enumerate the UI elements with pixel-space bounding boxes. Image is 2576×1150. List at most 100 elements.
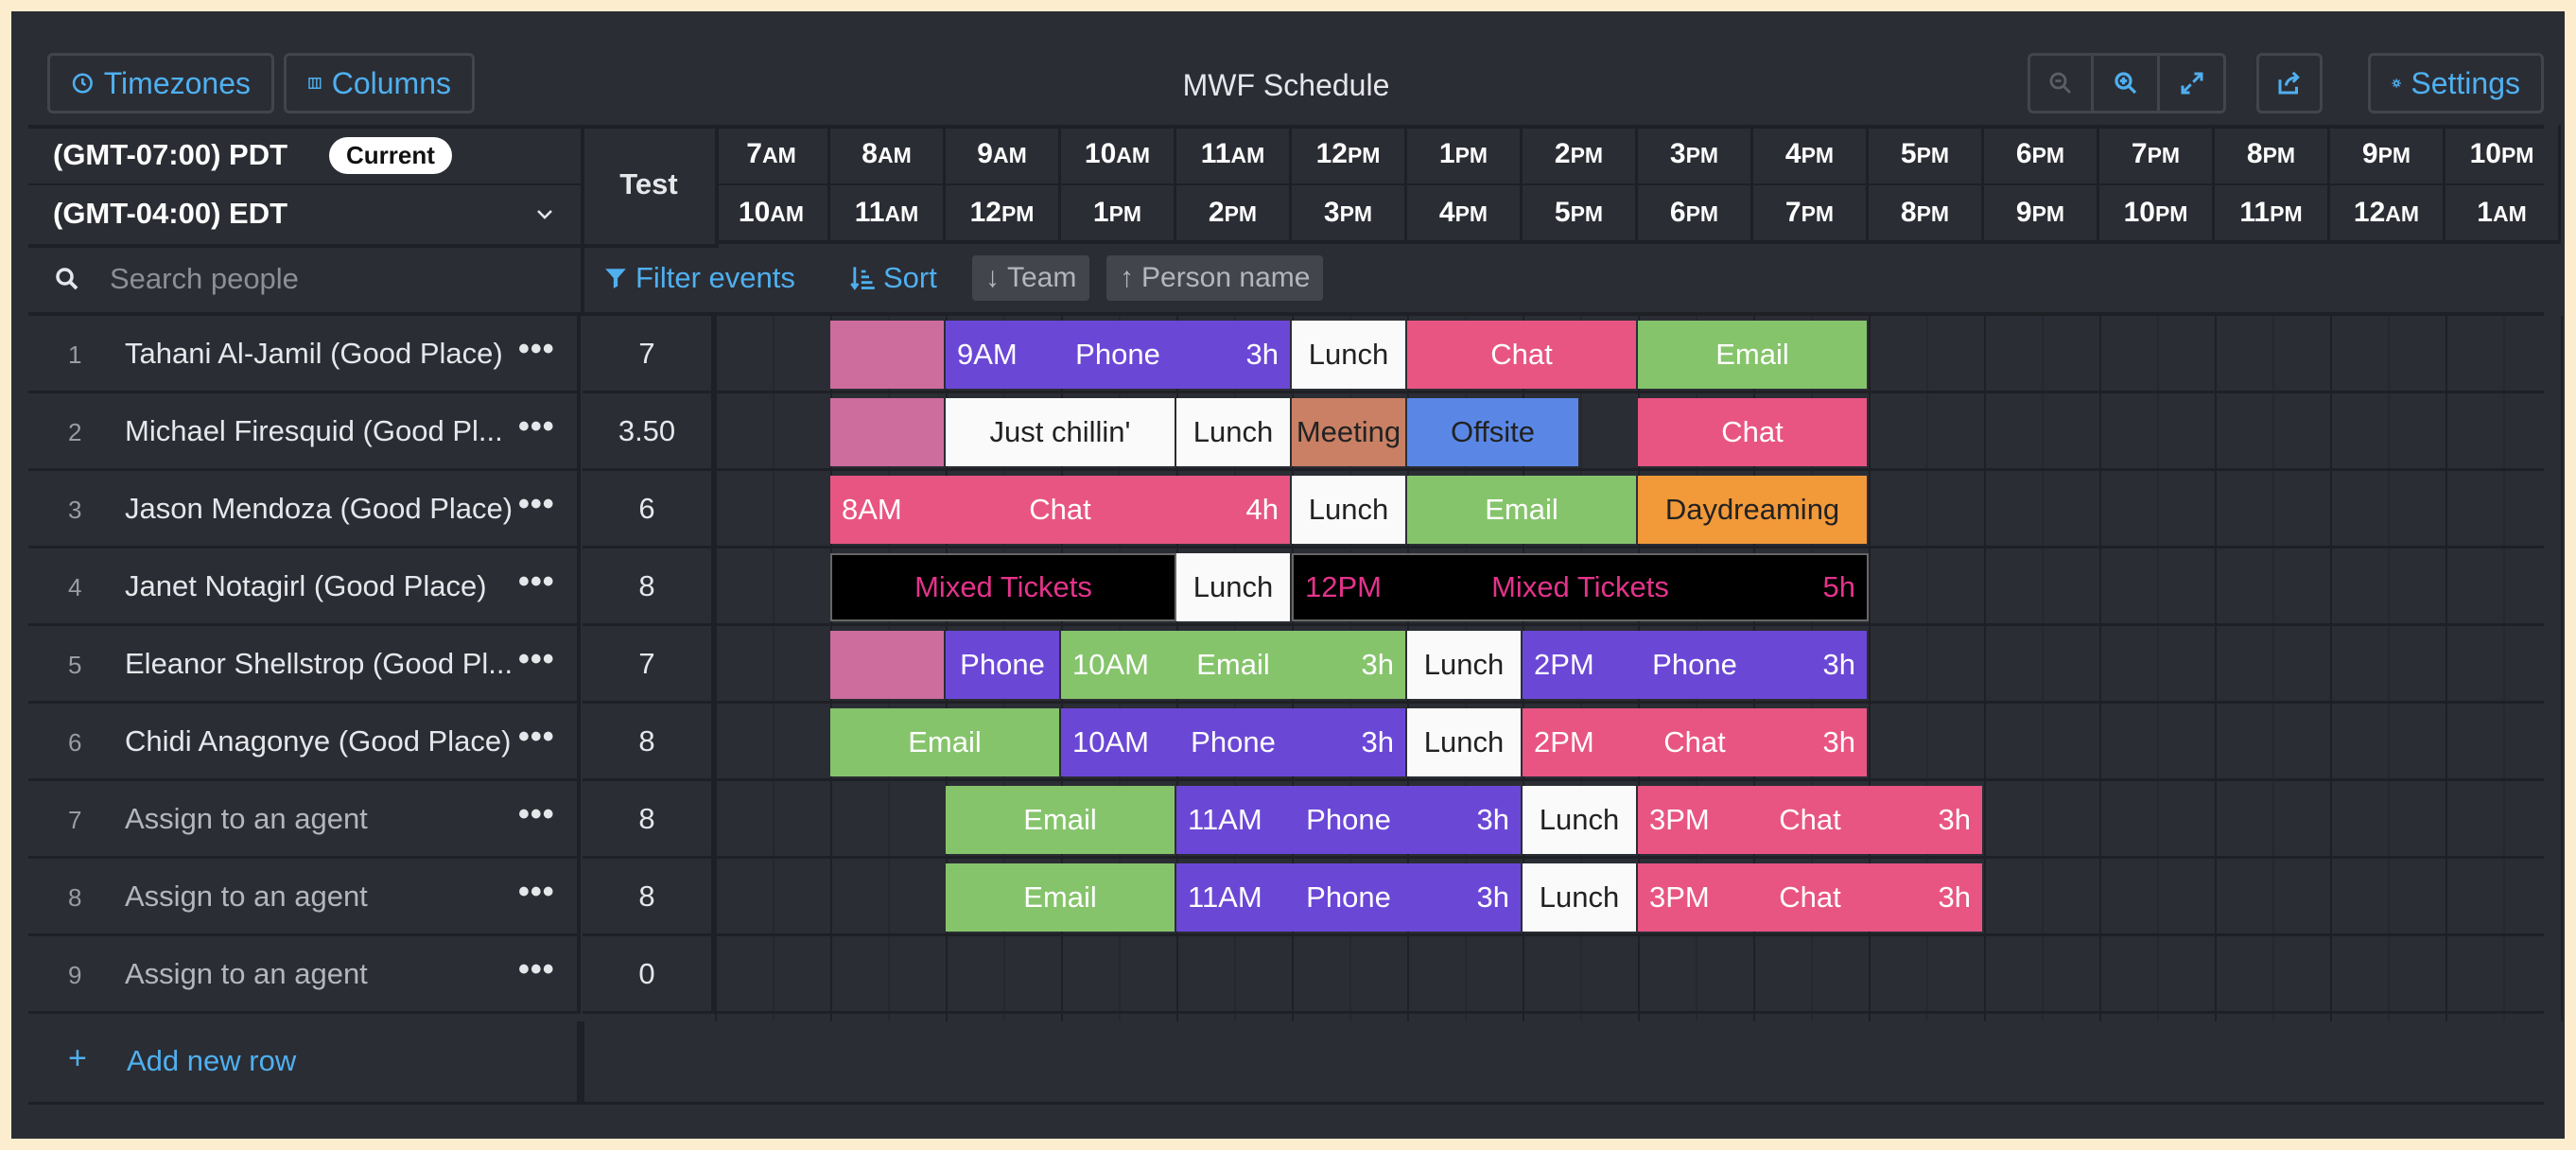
test-column-header[interactable]: Test: [583, 125, 719, 248]
event-start: 11AM: [1188, 803, 1262, 836]
event-block[interactable]: 10AM Email 3h: [1061, 631, 1407, 699]
add-new-row-button[interactable]: + Add new row: [28, 1021, 581, 1105]
more-icon[interactable]: •••: [518, 719, 555, 755]
person-name[interactable]: Michael Firesquid (Good Pl...: [125, 414, 503, 447]
secondary-timezone-select[interactable]: (GMT-04:00) EDT: [53, 197, 288, 230]
event-block[interactable]: 8AM Chat 4h: [830, 476, 1292, 544]
person-row[interactable]: 4 Janet Notagirl (Good Place) •••: [28, 549, 581, 626]
event-block[interactable]: 2PM Phone 3h: [1523, 631, 1869, 699]
event-block[interactable]: Phone: [946, 631, 1061, 699]
person-row[interactable]: 9 Assign to an agent •••: [28, 936, 581, 1014]
hour-header: 9PM 12AM: [2330, 125, 2445, 244]
event-block[interactable]: Email: [1407, 476, 1638, 544]
person-name[interactable]: Eleanor Shellstrop (Good Pl...: [125, 647, 513, 680]
event-label: Daydreaming: [1664, 493, 1840, 526]
more-icon[interactable]: •••: [518, 486, 555, 522]
sort-person-chip[interactable]: ↑ Person name: [1106, 255, 1324, 301]
person-name[interactable]: Assign to an agent: [125, 802, 368, 835]
empty-footer-area: [581, 1021, 2544, 1105]
more-icon[interactable]: •••: [518, 409, 555, 444]
person-name[interactable]: Assign to an agent: [125, 957, 368, 990]
schedule-row[interactable]: [715, 704, 2544, 781]
schedule-row[interactable]: [715, 626, 2544, 704]
event-block[interactable]: 3PM Chat 3h: [1638, 863, 1984, 932]
more-icon[interactable]: •••: [518, 331, 555, 367]
event-block[interactable]: 9AM Phone 3h: [946, 321, 1292, 389]
zoom-in-button[interactable]: [2094, 53, 2160, 113]
search-input[interactable]: [108, 257, 547, 301]
schedule-grid[interactable]: 9AM Phone 3h Lunch Chat Email Just chillin' Lun…: [715, 316, 2563, 1021]
expand-button[interactable]: [2160, 53, 2226, 113]
event-block[interactable]: Chat: [1407, 321, 1638, 389]
person-row[interactable]: 1 Tahani Al-Jamil (Good Place) •••: [28, 316, 581, 393]
more-icon[interactable]: •••: [518, 564, 555, 600]
event-block[interactable]: Daydreaming: [1638, 476, 1869, 544]
event-block[interactable]: Lunch: [1176, 553, 1292, 621]
person-name[interactable]: Jason Mendoza (Good Place): [125, 492, 513, 525]
schedule-row[interactable]: [715, 936, 2544, 1014]
sort-button[interactable]: Sort: [849, 261, 937, 295]
event-block[interactable]: Mixed Tickets: [830, 553, 1176, 621]
edt-hour-label: 11PM: [2239, 197, 2303, 228]
settings-button[interactable]: Settings: [2368, 53, 2544, 113]
event-block[interactable]: Email: [830, 708, 1061, 776]
event-block[interactable]: 2PM Chat 3h: [1523, 708, 1869, 776]
schedule-row[interactable]: [715, 781, 2544, 859]
person-name[interactable]: Assign to an agent: [125, 880, 368, 913]
zoom-out-button[interactable]: [2028, 53, 2094, 113]
event-block[interactable]: [830, 631, 946, 699]
event-label: Email: [908, 725, 982, 758]
event-block[interactable]: Lunch: [1292, 476, 1407, 544]
more-icon[interactable]: •••: [518, 796, 555, 832]
event-block[interactable]: Lunch: [1292, 321, 1407, 389]
event-block[interactable]: Email: [946, 863, 1176, 932]
event-block[interactable]: Lunch: [1407, 708, 1523, 776]
event-block[interactable]: 11AM Phone 3h: [1176, 863, 1523, 932]
person-name[interactable]: Tahani Al-Jamil (Good Place): [125, 337, 503, 370]
grid-line: [2561, 316, 2563, 1021]
person-row[interactable]: 5 Eleanor Shellstrop (Good Pl... •••: [28, 626, 581, 704]
event-block[interactable]: Email: [1638, 321, 1869, 389]
event-block[interactable]: Lunch: [1523, 786, 1638, 854]
more-icon[interactable]: •••: [518, 874, 555, 910]
event-block[interactable]: Email: [946, 786, 1176, 854]
person-row[interactable]: 6 Chidi Anagonye (Good Place) •••: [28, 704, 581, 781]
grid-line: [715, 316, 717, 1021]
more-icon[interactable]: •••: [518, 641, 555, 677]
event-block[interactable]: Chat: [1638, 398, 1869, 466]
person-name[interactable]: Janet Notagirl (Good Place): [125, 569, 487, 602]
chevron-down-icon[interactable]: [533, 202, 556, 225]
event-block[interactable]: 12PM Mixed Tickets 5h: [1292, 553, 1869, 621]
sort-team-chip[interactable]: ↓ Team: [972, 255, 1090, 301]
person-row[interactable]: 7 Assign to an agent •••: [28, 781, 581, 859]
person-row[interactable]: 8 Assign to an agent •••: [28, 859, 581, 936]
sort-label: Sort: [883, 261, 937, 294]
columns-button[interactable]: Columns: [284, 53, 475, 113]
filter-events-button[interactable]: Filter events: [603, 261, 795, 295]
share-button[interactable]: [2256, 53, 2323, 113]
event-block[interactable]: [830, 398, 946, 466]
more-icon[interactable]: •••: [518, 951, 555, 987]
timezones-button[interactable]: Timezones: [47, 53, 274, 113]
event-block[interactable]: Lunch: [1407, 631, 1523, 699]
schedule-row[interactable]: [715, 859, 2544, 936]
schedule-row[interactable]: [715, 316, 2544, 393]
event-block[interactable]: Offsite: [1407, 398, 1580, 466]
event-label: Email: [1023, 803, 1097, 836]
event-block[interactable]: 3PM Chat 3h: [1638, 786, 1984, 854]
person-row[interactable]: 3 Jason Mendoza (Good Place) •••: [28, 471, 581, 549]
schedule-row[interactable]: [715, 471, 2544, 549]
schedule-row[interactable]: [715, 393, 2544, 471]
event-start: 10AM: [1072, 648, 1149, 681]
event-block[interactable]: Meeting: [1292, 398, 1407, 466]
event-block[interactable]: Lunch: [1523, 863, 1638, 932]
event-block[interactable]: [830, 321, 946, 389]
event-block[interactable]: 11AM Phone 3h: [1176, 786, 1523, 854]
hour-header: 10PM 1AM: [2445, 125, 2561, 244]
event-block[interactable]: Just chillin': [946, 398, 1176, 466]
person-name[interactable]: Chidi Anagonye (Good Place): [125, 724, 512, 758]
event-block[interactable]: 10AM Phone 3h: [1061, 708, 1407, 776]
event-block[interactable]: Lunch: [1176, 398, 1292, 466]
schedule-row[interactable]: [715, 549, 2544, 626]
person-row[interactable]: 2 Michael Firesquid (Good Pl... •••: [28, 393, 581, 471]
